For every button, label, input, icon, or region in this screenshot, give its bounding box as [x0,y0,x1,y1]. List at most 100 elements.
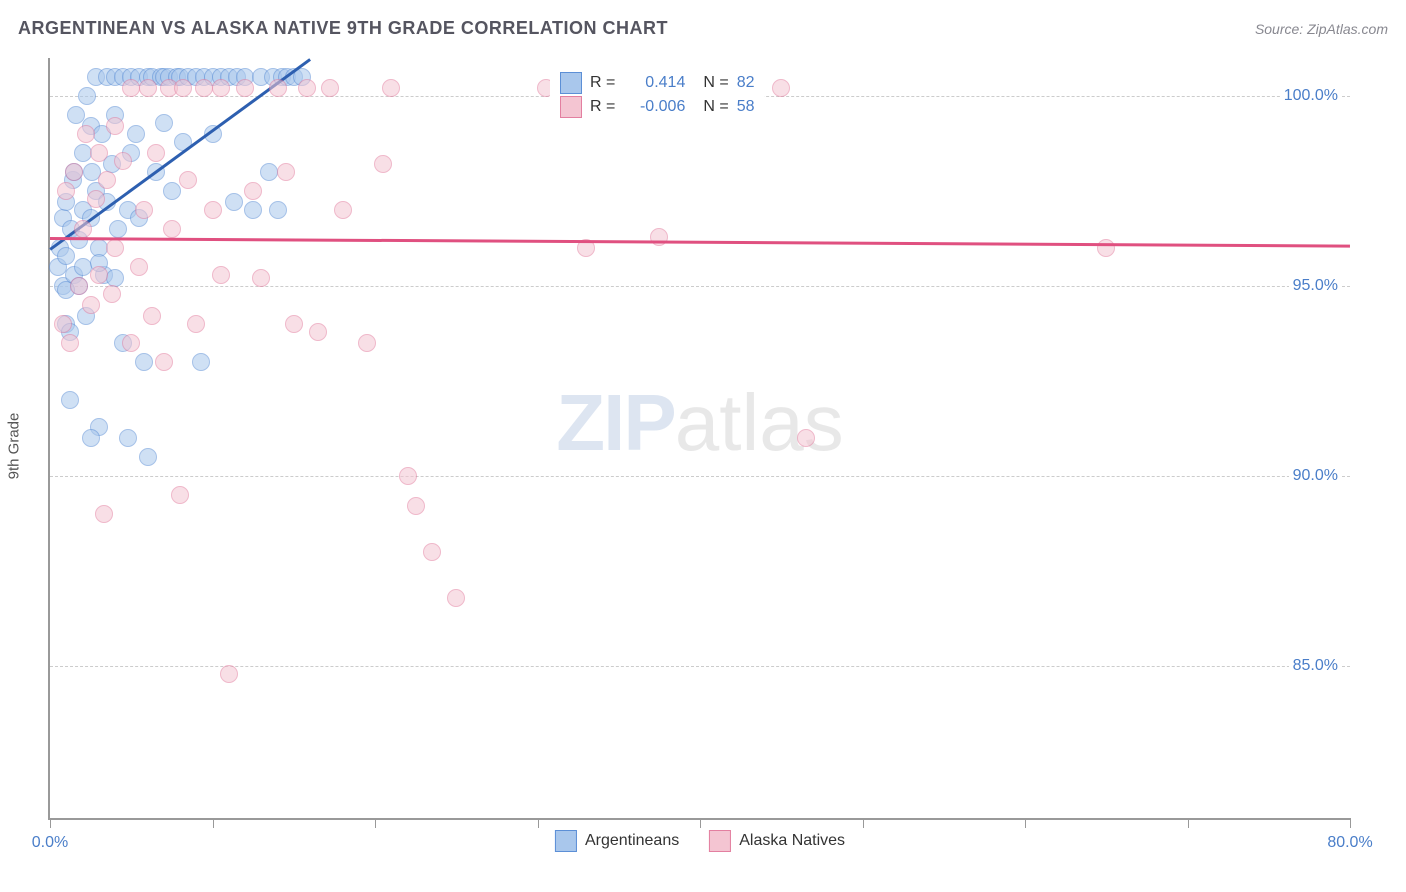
x-tick [50,818,51,828]
x-tick [538,818,539,828]
data-point [298,79,316,97]
x-tick [213,818,214,828]
x-tick [375,818,376,828]
data-point [147,144,165,162]
data-point [187,315,205,333]
data-point [171,486,189,504]
data-point [135,201,153,219]
n-label: N = [703,74,728,92]
data-point [797,429,815,447]
data-point [285,315,303,333]
data-point [70,277,88,295]
data-point [220,665,238,683]
r-value: -0.006 [623,98,685,116]
data-point [82,429,100,447]
series-name: Alaska Natives [739,832,845,850]
data-point [61,334,79,352]
y-tick-label: 95.0% [1289,277,1342,295]
stats-legend-row: R = -0.006 N = 58 [560,96,754,118]
data-point [269,79,287,97]
data-point [98,171,116,189]
n-value: 58 [737,98,755,116]
series-legend-item: Argentineans [555,830,679,852]
data-point [57,182,75,200]
series-legend-item: Alaska Natives [709,830,845,852]
r-value: 0.414 [623,74,685,92]
data-point [57,247,75,265]
data-point [447,589,465,607]
data-point [212,266,230,284]
data-point [61,391,79,409]
gridline [50,476,1350,477]
data-point [155,353,173,371]
data-point [78,87,96,105]
y-tick-label: 85.0% [1289,657,1342,675]
data-point [1097,239,1115,257]
watermark: ZIPatlas [556,377,843,469]
data-point [309,323,327,341]
n-label: N = [703,98,728,116]
data-point [130,258,148,276]
data-point [321,79,339,97]
legend-swatch [560,72,582,94]
x-tick [1025,818,1026,828]
data-point [87,190,105,208]
data-point [139,79,157,97]
x-tick [700,818,701,828]
data-point [77,125,95,143]
data-point [407,497,425,515]
n-value: 82 [737,74,755,92]
stats-legend: R = 0.414 N = 82 R = -0.006 N = 58 [550,64,764,126]
x-tick-label: 0.0% [32,834,68,852]
data-point [244,201,262,219]
data-point [139,448,157,466]
data-point [127,125,145,143]
data-point [106,239,124,257]
data-point [204,201,222,219]
y-tick-label: 90.0% [1289,467,1342,485]
data-point [399,467,417,485]
data-point [423,543,441,561]
source-label: Source: ZipAtlas.com [1255,21,1388,37]
y-tick-label: 100.0% [1280,87,1342,105]
trend-line [50,237,1350,247]
legend-swatch [555,830,577,852]
legend-swatch [709,830,731,852]
chart-title: ARGENTINEAN VS ALASKA NATIVE 9TH GRADE C… [18,18,668,39]
x-tick-label: 80.0% [1327,834,1372,852]
data-point [382,79,400,97]
y-axis-label: 9th Grade [6,413,23,480]
gridline [50,286,1350,287]
data-point [103,285,121,303]
data-point [244,182,262,200]
data-point [106,117,124,135]
gridline [50,666,1350,667]
data-point [135,353,153,371]
series-legend: Argentineans Alaska Natives [555,830,845,852]
data-point [119,429,137,447]
data-point [122,334,140,352]
data-point [225,193,243,211]
data-point [163,182,181,200]
data-point [252,269,270,287]
data-point [163,220,181,238]
data-point [334,201,352,219]
data-point [90,266,108,284]
data-point [236,79,254,97]
data-point [179,171,197,189]
data-point [114,152,132,170]
data-point [772,79,790,97]
data-point [192,353,210,371]
x-tick [1188,818,1189,828]
data-point [374,155,392,173]
data-point [155,114,173,132]
data-point [143,307,161,325]
data-point [277,163,295,181]
r-label: R = [590,98,615,116]
data-point [82,296,100,314]
data-point [74,220,92,238]
x-tick [1350,818,1351,828]
series-name: Argentineans [585,832,679,850]
x-tick [863,818,864,828]
data-point [174,79,192,97]
